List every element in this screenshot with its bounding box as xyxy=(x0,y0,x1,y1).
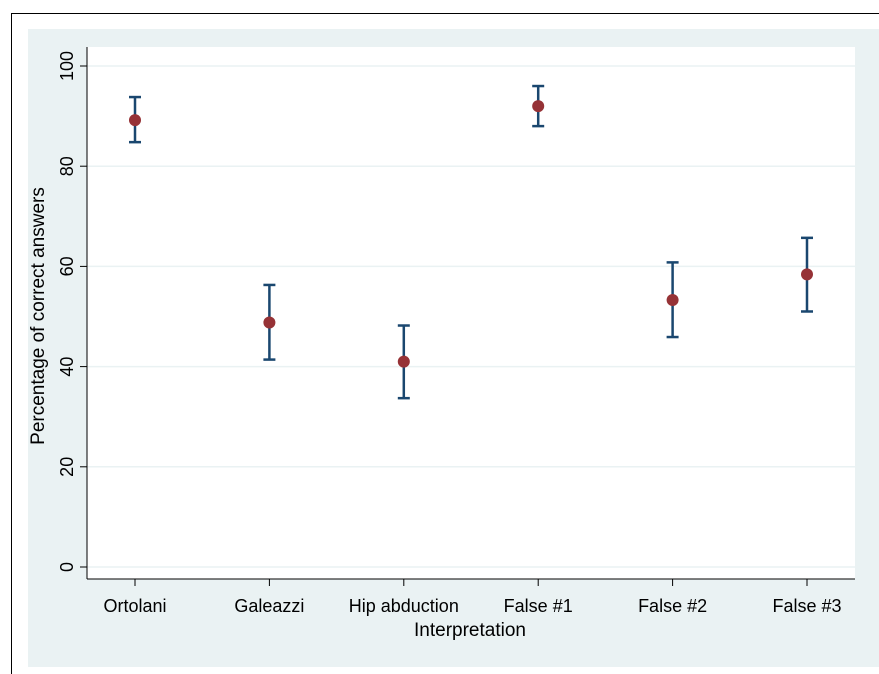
y-tick-label: 80 xyxy=(57,156,77,176)
x-tick-label: Ortolani xyxy=(103,596,166,616)
y-tick-label: 20 xyxy=(57,457,77,477)
data-point xyxy=(129,114,141,127)
axes xyxy=(80,47,855,586)
y-tick-label: 40 xyxy=(57,357,77,377)
gridlines xyxy=(87,65,855,568)
y-axis-title: Percentage of correct answers xyxy=(28,187,49,445)
x-tick-labels: Ortolani Galeazzi Hip abduction False #1 Fal… xyxy=(103,596,841,616)
x-tick-label: False #3 xyxy=(772,596,841,616)
data-point xyxy=(263,316,276,329)
y-tick-label: 100 xyxy=(57,51,77,81)
x-tick-label: False #2 xyxy=(638,596,707,616)
x-tick-label: False #1 xyxy=(504,596,573,616)
x-axis-title: Interpretation xyxy=(414,620,526,641)
data-point xyxy=(801,268,813,281)
data-point xyxy=(532,100,545,113)
x-tick-label: Hip abduction xyxy=(349,596,459,616)
data-point xyxy=(666,293,679,306)
plot-area xyxy=(87,47,855,579)
x-tick-label: Galeazzi xyxy=(234,596,304,616)
y-tick-label: 0 xyxy=(57,562,77,572)
data-points xyxy=(129,100,813,368)
y-tick-labels: 0 20 40 60 80 100 xyxy=(57,51,77,572)
y-tick-label: 60 xyxy=(57,256,77,276)
error-bars xyxy=(129,84,813,400)
data-point xyxy=(397,355,410,368)
